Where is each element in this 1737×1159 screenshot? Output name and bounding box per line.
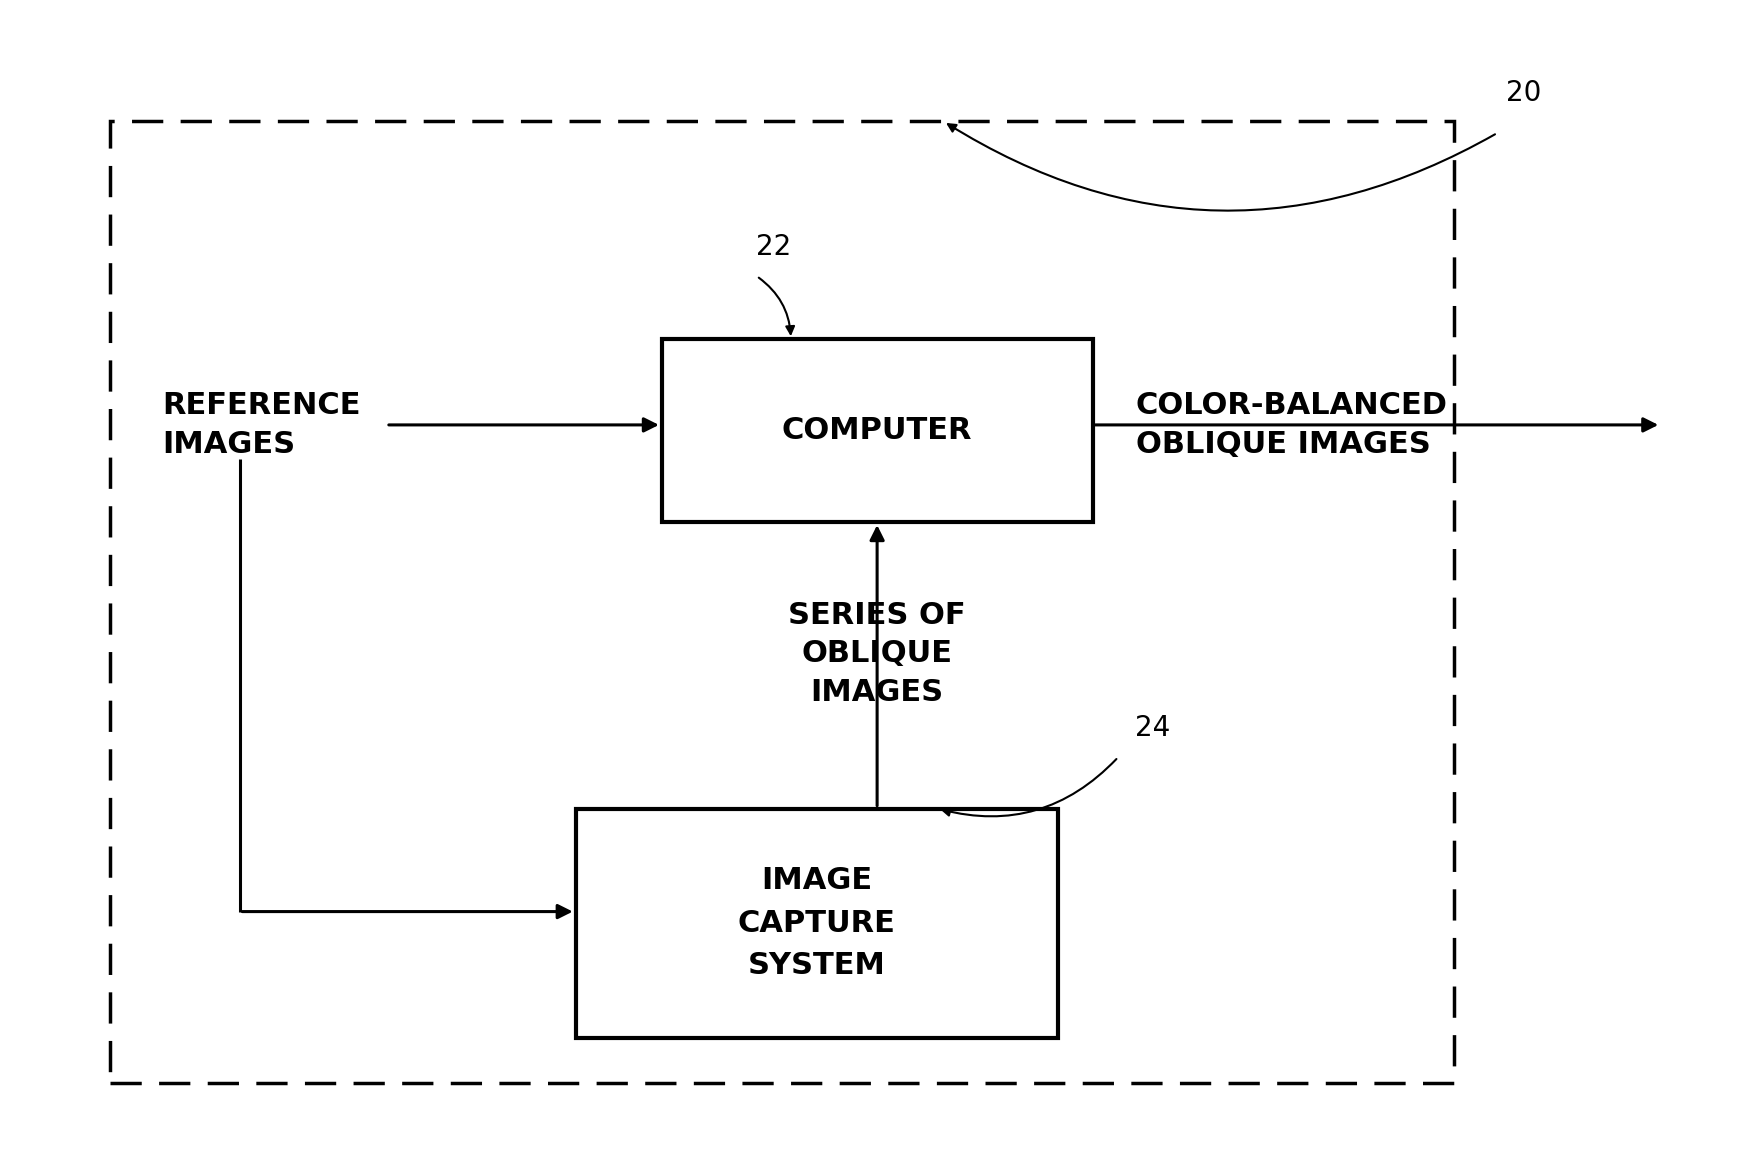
- Text: SERIES OF
OBLIQUE
IMAGES: SERIES OF OBLIQUE IMAGES: [789, 602, 966, 707]
- Bar: [575, 809, 1058, 1037]
- Text: 24: 24: [1136, 714, 1171, 743]
- Text: COMPUTER: COMPUTER: [782, 416, 973, 445]
- Bar: [111, 122, 1454, 1084]
- Text: 22: 22: [756, 233, 792, 262]
- Text: COLOR-BALANCED
OBLIQUE IMAGES: COLOR-BALANCED OBLIQUE IMAGES: [1136, 392, 1447, 459]
- Bar: [662, 340, 1093, 523]
- Text: 20: 20: [1506, 79, 1541, 107]
- Text: REFERENCE
IMAGES: REFERENCE IMAGES: [162, 392, 361, 459]
- Text: IMAGE
CAPTURE
SYSTEM: IMAGE CAPTURE SYSTEM: [738, 866, 896, 981]
